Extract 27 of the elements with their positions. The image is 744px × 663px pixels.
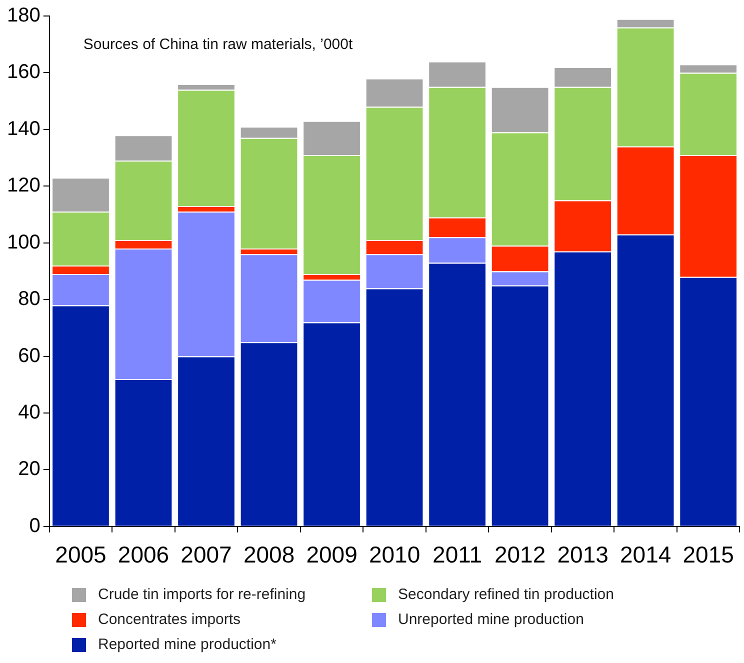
x-tick-label: 2006 — [118, 542, 170, 568]
x-tick-label: 2010 — [368, 542, 420, 568]
legend-label: Secondary refined tin production — [398, 586, 614, 603]
text: Sources of China tin raw materials, ’000t — [83, 36, 354, 54]
x-tick-label: 2014 — [620, 542, 672, 568]
x-tick-label: 2011 — [432, 542, 482, 568]
x-tick-label: 2007 — [180, 542, 232, 568]
legend-label: Concentrates imports — [98, 611, 241, 628]
y-tick-label: 140 — [6, 118, 40, 140]
x-tick-label: 2008 — [243, 542, 295, 568]
x-tick-label: 2012 — [494, 542, 546, 568]
y-tick-label: 20 — [18, 458, 40, 480]
x-tick-label: 2009 — [306, 542, 358, 568]
y-tick-label: 160 — [6, 61, 40, 84]
y-tick-label: 0 — [29, 514, 40, 537]
y-tick-label: 80 — [18, 288, 40, 310]
x-tick-label: 2015 — [682, 542, 734, 568]
legend-label: Crude tin imports for re-refining — [98, 586, 306, 603]
y-tick-label: 120 — [6, 174, 40, 197]
y-tick-label: 60 — [18, 344, 40, 367]
y-tick-label: 100 — [6, 231, 40, 254]
legend-label: Unreported mine production — [398, 611, 584, 628]
y-tick-label: 40 — [18, 401, 40, 424]
x-tick-label: 2013 — [557, 542, 608, 568]
y-tick-label: 180 — [6, 4, 40, 27]
x-tick-label: 2005 — [55, 542, 106, 568]
legend-label: Reported mine production* — [98, 636, 276, 653]
